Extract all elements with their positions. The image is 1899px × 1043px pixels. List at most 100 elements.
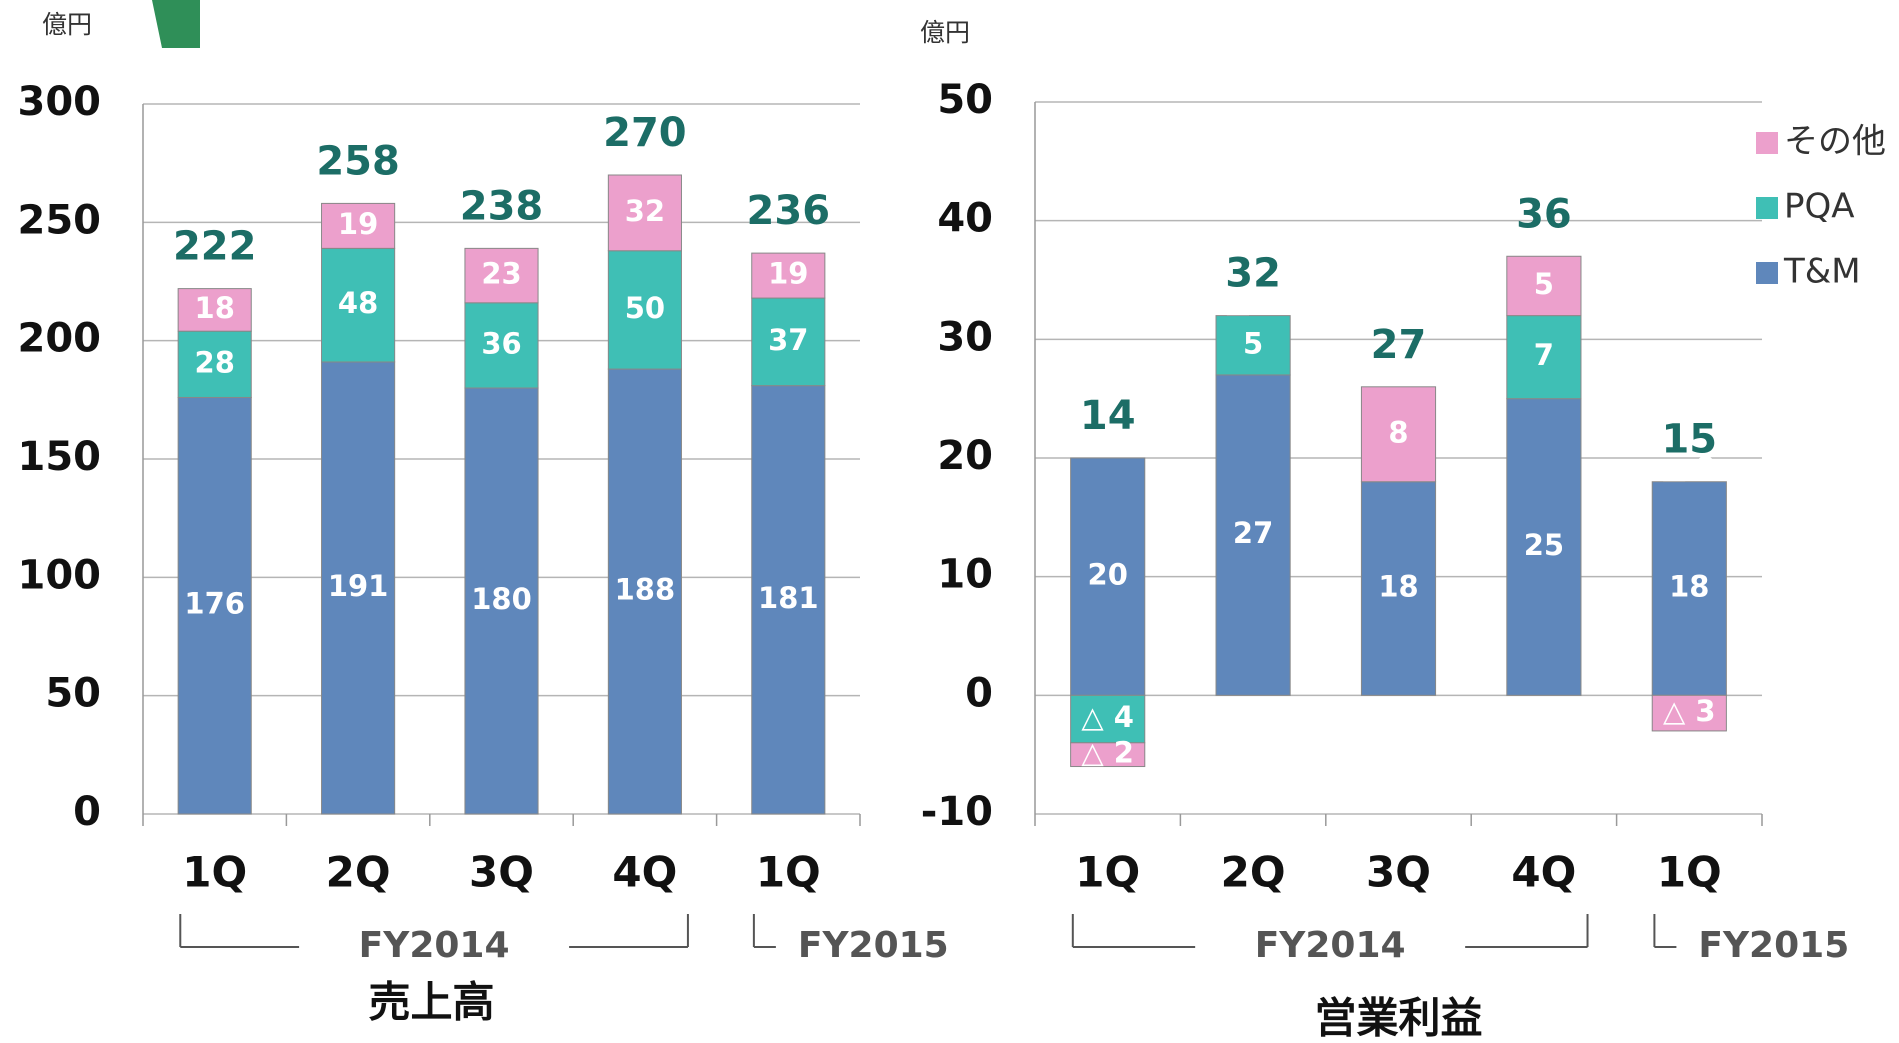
bar-value-label: △ 4 (1081, 700, 1134, 734)
bar-value-label: 18 (1669, 570, 1709, 604)
y-tick-label: 0 (965, 670, 993, 716)
bar-value-label: 7 (1534, 338, 1554, 372)
y-tick-label: 30 (937, 314, 993, 360)
total-label: 236 (747, 188, 831, 234)
total-label: 15 (1661, 417, 1717, 463)
bar-segment (751, 385, 826, 815)
y-tick-label: 300 (18, 79, 102, 125)
group-label: FY2014 (359, 925, 510, 966)
bar-segment (177, 288, 252, 332)
bar-value-label: 25 (1524, 528, 1564, 562)
bar-value-label: 181 (758, 581, 819, 615)
bar-segment (1651, 481, 1727, 696)
bar-value-label: △ 3 (1663, 694, 1716, 728)
bar-value-label: 20 (1088, 558, 1128, 592)
bar-segment (321, 202, 396, 249)
bar-value-label: 18 (1378, 570, 1418, 604)
bar-segment (751, 252, 826, 299)
bar-segment (1506, 255, 1582, 317)
bar-segment (1215, 374, 1291, 696)
total-label: 27 (1371, 322, 1427, 368)
bar-segment (1215, 315, 1291, 376)
x-tick-label: 4Q (1511, 848, 1576, 897)
x-tick-label: 1Q (1075, 848, 1140, 897)
bar-value-label: 18 (195, 291, 235, 325)
bar-value-label: 27 (1233, 516, 1273, 550)
legend-label: T&M (1783, 252, 1861, 292)
x-tick-label: 2Q (326, 848, 391, 897)
legend-label: PQA (1784, 187, 1855, 227)
bar-value-label: 23 (481, 257, 521, 291)
bar-value-label: 180 (471, 582, 532, 616)
total-label: 14 (1080, 393, 1136, 439)
bar-value-label: 19 (338, 207, 378, 241)
bar-segment (177, 330, 252, 398)
bar-segment (1506, 398, 1582, 696)
bar-value-label: 28 (195, 345, 235, 379)
bar-segment (751, 297, 826, 387)
legend-label: その他 (1784, 122, 1886, 162)
bar-value-label: 8 (1388, 415, 1408, 449)
total-label: 270 (603, 110, 687, 156)
bar-segment (607, 368, 682, 815)
group-label: FY2015 (798, 925, 949, 966)
unit-label: 億円 (920, 18, 970, 47)
x-axis-title: 売上高 (368, 978, 494, 1027)
y-tick-label: 40 (937, 196, 993, 242)
bar-segment (1070, 694, 1146, 744)
x-tick-label: 1Q (182, 848, 247, 897)
y-tick-label: 250 (18, 197, 102, 243)
bar-value-label: △ 2 (1081, 736, 1134, 770)
bar-value-label: 176 (184, 587, 245, 621)
title-icon (152, 0, 200, 48)
unit-label: 億円 (42, 10, 92, 39)
y-tick-label: -10 (921, 789, 993, 835)
y-tick-label: 10 (937, 552, 993, 598)
group-label: FY2015 (1698, 925, 1849, 966)
total-label: 32 (1225, 251, 1281, 297)
bar-value-label: 191 (328, 569, 389, 603)
bar-segment (464, 302, 539, 389)
bar-segment (464, 247, 539, 304)
group-label: FY2014 (1255, 925, 1406, 966)
total-label: 222 (173, 224, 257, 270)
y-tick-label: 150 (18, 434, 102, 480)
x-axis-title: 営業利益 (1314, 994, 1482, 1043)
bar-value-label: 5 (1243, 326, 1263, 360)
legend-swatch (1756, 132, 1778, 154)
y-tick-label: 200 (18, 316, 102, 362)
bar-segment (321, 247, 396, 363)
bar-value-label: 50 (625, 291, 665, 325)
bar-segment (607, 174, 682, 252)
bar-segment (177, 396, 252, 815)
bar-segment (1651, 694, 1727, 732)
total-label: 258 (316, 138, 400, 184)
y-tick-label: 100 (18, 552, 102, 598)
bar-value-label: 19 (768, 257, 808, 291)
x-tick-label: 3Q (1366, 848, 1431, 897)
bar-segment (607, 250, 682, 370)
x-tick-label: 1Q (1657, 848, 1722, 897)
bar-value-label: △ 0 (1663, 451, 1716, 485)
y-tick-label: 50 (937, 77, 993, 123)
y-tick-label: 50 (45, 671, 101, 717)
bar-segment (321, 361, 396, 815)
bar-value-label: 37 (768, 323, 808, 357)
x-tick-label: 4Q (612, 848, 677, 897)
bar-segment (464, 387, 539, 815)
bar-segment (1360, 386, 1437, 483)
legend-swatch (1756, 197, 1778, 219)
bar-value-label: 48 (338, 286, 378, 320)
bar-value-label: 5 (1534, 267, 1554, 301)
x-tick-label: 1Q (756, 848, 821, 897)
x-tick-label: 2Q (1221, 848, 1286, 897)
bar-value-label: 188 (615, 573, 676, 607)
bar-segment (1360, 481, 1437, 696)
bar-value-label: △ 0 (1227, 285, 1280, 319)
legend-swatch (1756, 262, 1778, 284)
total-label: 238 (460, 183, 544, 229)
bar-value-label: 32 (625, 194, 665, 228)
bar-value-label: 36 (481, 326, 521, 360)
total-label: 36 (1516, 191, 1572, 237)
